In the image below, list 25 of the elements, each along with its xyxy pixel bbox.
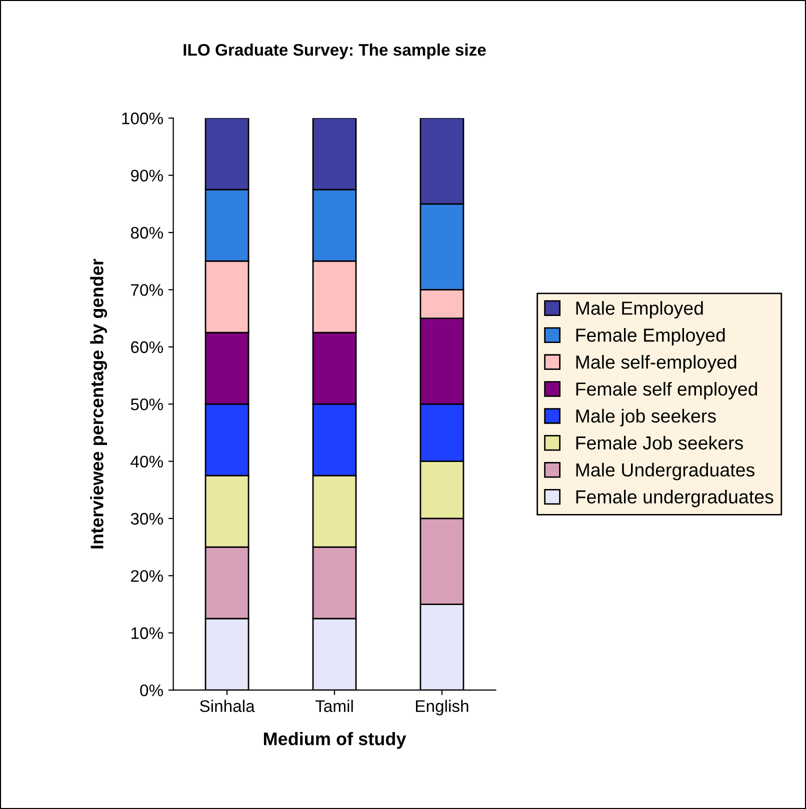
legend-label: Female Job seekers: [576, 436, 743, 450]
y-tick-label: 20%: [131, 570, 163, 582]
y-tick-label: 50%: [130, 398, 163, 410]
legend-label: Female undergraduates: [576, 490, 774, 508]
chart-title: ILO Graduate Survey: The sample size: [184, 44, 486, 60]
legend-label: Male Employed: [576, 301, 703, 319]
legend-label: Female Employed: [576, 328, 725, 346]
y-tick-label: 100%: [122, 112, 163, 124]
y-tick-label: 0%: [140, 684, 163, 696]
x-tick-label: Sinhala: [200, 700, 255, 712]
y-axis-title: Interviewee percentage by gender: [90, 258, 108, 548]
y-tick-label: 30%: [130, 512, 163, 525]
y-tick-label: 60%: [131, 341, 163, 354]
legend-label: Female self employed: [576, 382, 758, 400]
y-tick-label: 40%: [130, 456, 163, 468]
y-tick-label: 90%: [130, 170, 163, 182]
x-axis-title: Medium of study: [264, 732, 406, 749]
legend-label: Male self-employed: [576, 354, 736, 372]
legend-label: Male job seekers: [576, 408, 716, 426]
legend-label: Male Undergraduates: [576, 462, 754, 480]
y-tick-label: 70%: [131, 284, 163, 296]
x-tick-label: English: [416, 700, 468, 716]
y-tick-label: 80%: [130, 226, 163, 239]
x-tick-label: Tamil: [315, 700, 353, 712]
y-tick-label: 10%: [131, 627, 163, 640]
